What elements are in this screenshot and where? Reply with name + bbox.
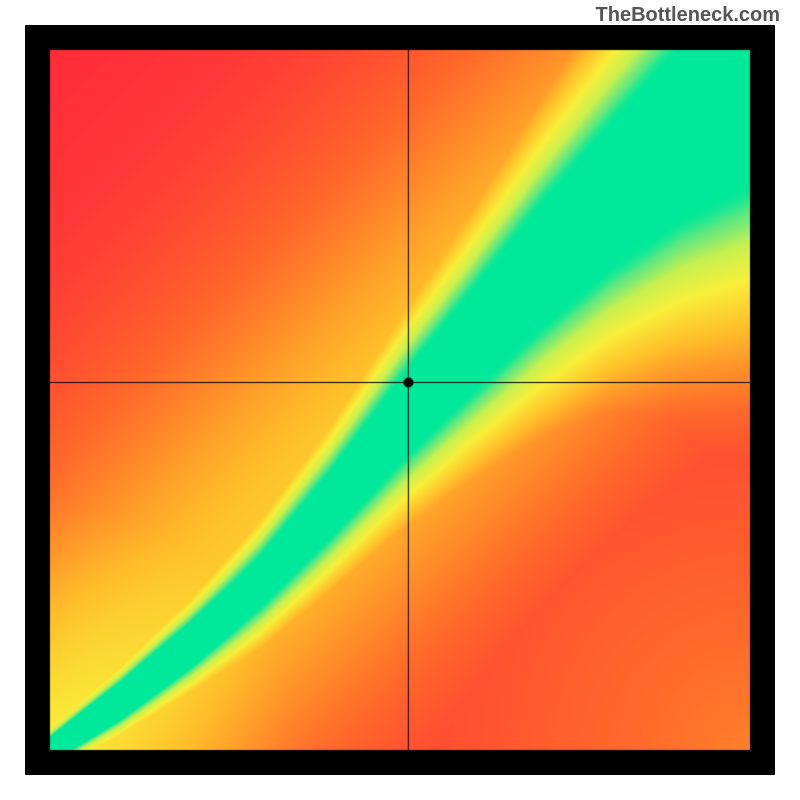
watermark-text: TheBottleneck.com	[596, 4, 780, 27]
bottleneck-heatmap-plot	[25, 25, 775, 775]
crosshair-overlay-canvas	[25, 25, 775, 775]
